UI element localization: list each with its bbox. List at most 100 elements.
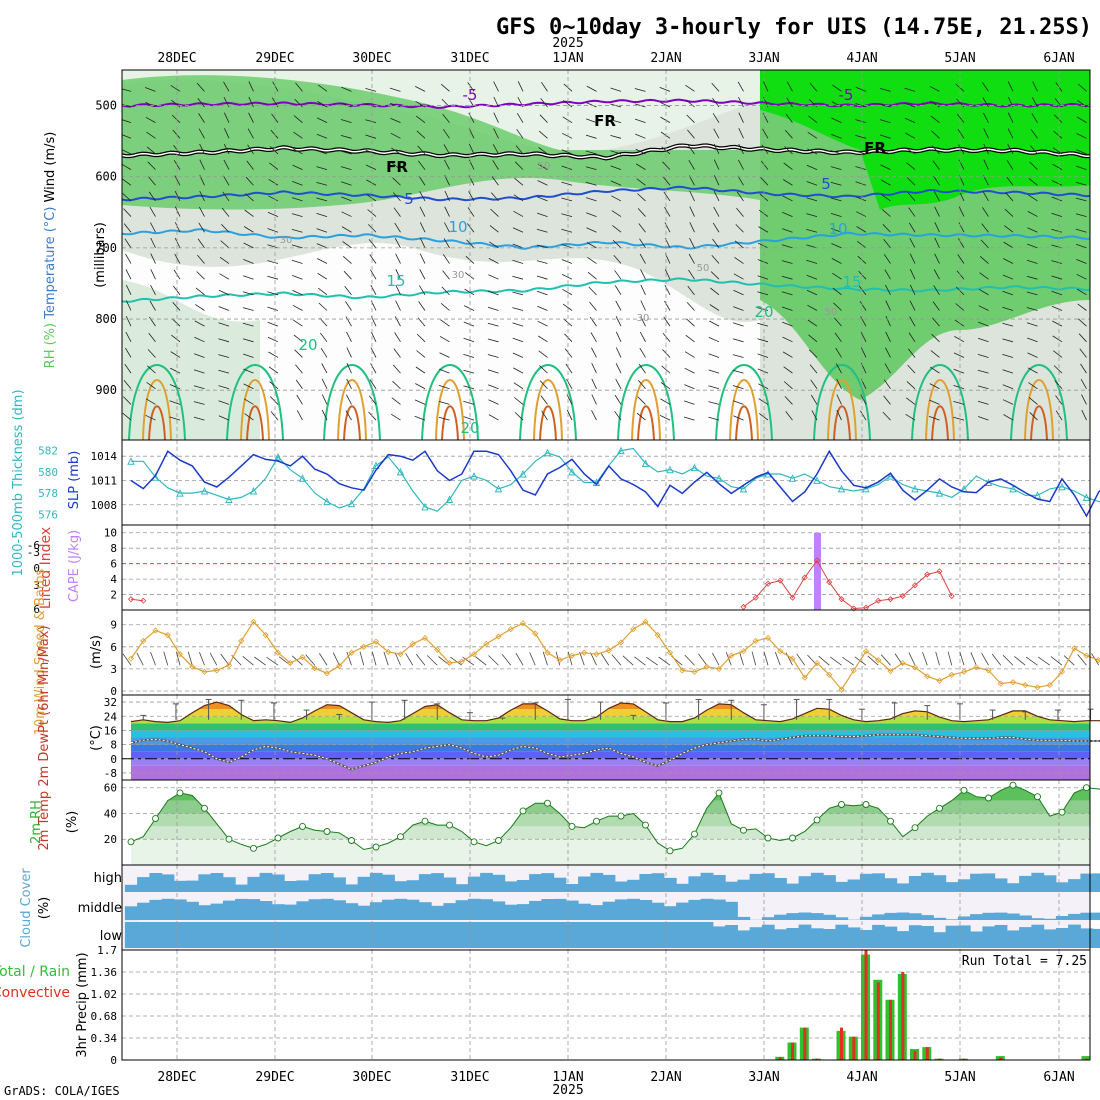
cloud-bar	[737, 879, 751, 892]
temperature-contour-20	[323, 364, 381, 440]
time-label: 30DEC	[352, 1070, 391, 1085]
wind-barb	[369, 254, 377, 264]
contour-label: 5	[404, 190, 414, 208]
wind-barb	[537, 180, 548, 186]
wind-barb	[931, 130, 940, 139]
rh-point	[960, 786, 968, 794]
wind-speed-point	[997, 680, 1004, 687]
cloud-bar	[345, 884, 359, 892]
wind-barb	[395, 284, 401, 296]
rh-point	[470, 838, 478, 846]
wind-barb	[955, 303, 965, 311]
wind-barb	[689, 206, 695, 217]
cloud-bar	[614, 922, 628, 948]
y-tick-label: 16	[104, 724, 117, 737]
thickness-point	[862, 484, 870, 493]
wind-barb	[418, 301, 426, 311]
wind-barb	[292, 290, 303, 296]
wind-barb	[221, 224, 230, 233]
wind-barb	[1002, 369, 1014, 374]
wind-speed-point	[397, 651, 404, 658]
wind-barb	[198, 113, 205, 123]
cloud-bar	[492, 901, 506, 920]
wind-barb	[512, 322, 524, 327]
wind-barb	[223, 175, 230, 186]
thickness-point	[911, 484, 919, 493]
cloud-bar	[369, 872, 383, 892]
wind-barb	[1007, 128, 1014, 139]
wind-barb	[807, 319, 818, 327]
wind-barb	[855, 196, 867, 202]
upper-air-fill	[122, 70, 1090, 440]
wind-speed-point	[152, 627, 159, 634]
wind-barb	[242, 353, 254, 358]
cloud-bar	[1092, 912, 1100, 920]
wind-barb	[905, 413, 916, 421]
left-axis-label: 10m Wind Speed & Barbs	[33, 569, 48, 736]
temperature-contour-30	[441, 405, 459, 440]
cloud-bar	[725, 925, 738, 948]
wind-barb	[1075, 197, 1087, 202]
wind-barb	[758, 209, 769, 217]
rh-point	[127, 838, 135, 846]
wind-barb	[146, 381, 156, 390]
wind-speed-point	[985, 667, 992, 674]
wind-barb	[340, 135, 352, 139]
wind-barb	[390, 413, 401, 421]
wind-barb	[835, 347, 842, 358]
cloud-level-label: low	[100, 929, 123, 944]
cloud-bar	[124, 922, 138, 948]
wind-barb	[774, 651, 781, 666]
wind-barb	[833, 302, 842, 311]
precip-convective-bar	[889, 999, 892, 1060]
cloud-bar	[994, 878, 1008, 892]
wind-barb	[1032, 81, 1038, 92]
wind-barb	[732, 338, 744, 343]
wind-barb	[267, 291, 279, 296]
y-tick-label: 0	[110, 1054, 117, 1067]
cloud-bar	[602, 922, 616, 948]
wind-barb	[953, 401, 965, 405]
cloud-bar	[1080, 912, 1094, 920]
wind-barb	[904, 102, 916, 108]
wind-barb	[316, 243, 328, 249]
cloud-bar	[198, 905, 212, 920]
wind-barb	[199, 143, 205, 155]
temperature-contour-25	[827, 379, 857, 440]
wind-barb	[585, 197, 597, 202]
wind-barb	[439, 368, 450, 374]
wind-barb	[906, 381, 916, 390]
wind-barb	[786, 81, 793, 92]
contour-label: 5	[821, 175, 831, 193]
wind-barb	[698, 653, 708, 666]
cloud-bar	[235, 922, 248, 948]
temp-band	[131, 737, 1090, 745]
wind-speed-point	[728, 652, 735, 659]
thickness-point	[298, 474, 307, 482]
rh-band	[131, 839, 1090, 865]
wind-barb	[1053, 350, 1063, 358]
wind-barb	[1028, 382, 1038, 390]
wind-barb	[174, 237, 181, 249]
wind-barb	[712, 652, 720, 666]
time-label: 31DEC	[450, 51, 489, 66]
wind-barb	[514, 177, 524, 186]
cloud-bar	[945, 882, 959, 892]
slp-line	[130, 449, 1100, 518]
cloud-bar	[774, 878, 787, 892]
wind-speed-point	[544, 649, 551, 656]
rh-point	[715, 789, 723, 797]
y-tick-label: 1.36	[91, 966, 118, 979]
wind-barb	[1005, 192, 1014, 202]
wind-barb	[218, 322, 230, 327]
wind-barb	[933, 191, 940, 202]
cloud-bar	[210, 903, 224, 920]
wind-barb	[958, 238, 965, 249]
wind-barb	[1028, 194, 1038, 202]
wind-barb	[785, 113, 793, 123]
cloud-bar	[504, 922, 518, 948]
wind-barb	[1052, 335, 1063, 343]
wind-barb	[419, 222, 426, 233]
wind-barb	[784, 129, 793, 139]
rh-point	[740, 826, 747, 834]
